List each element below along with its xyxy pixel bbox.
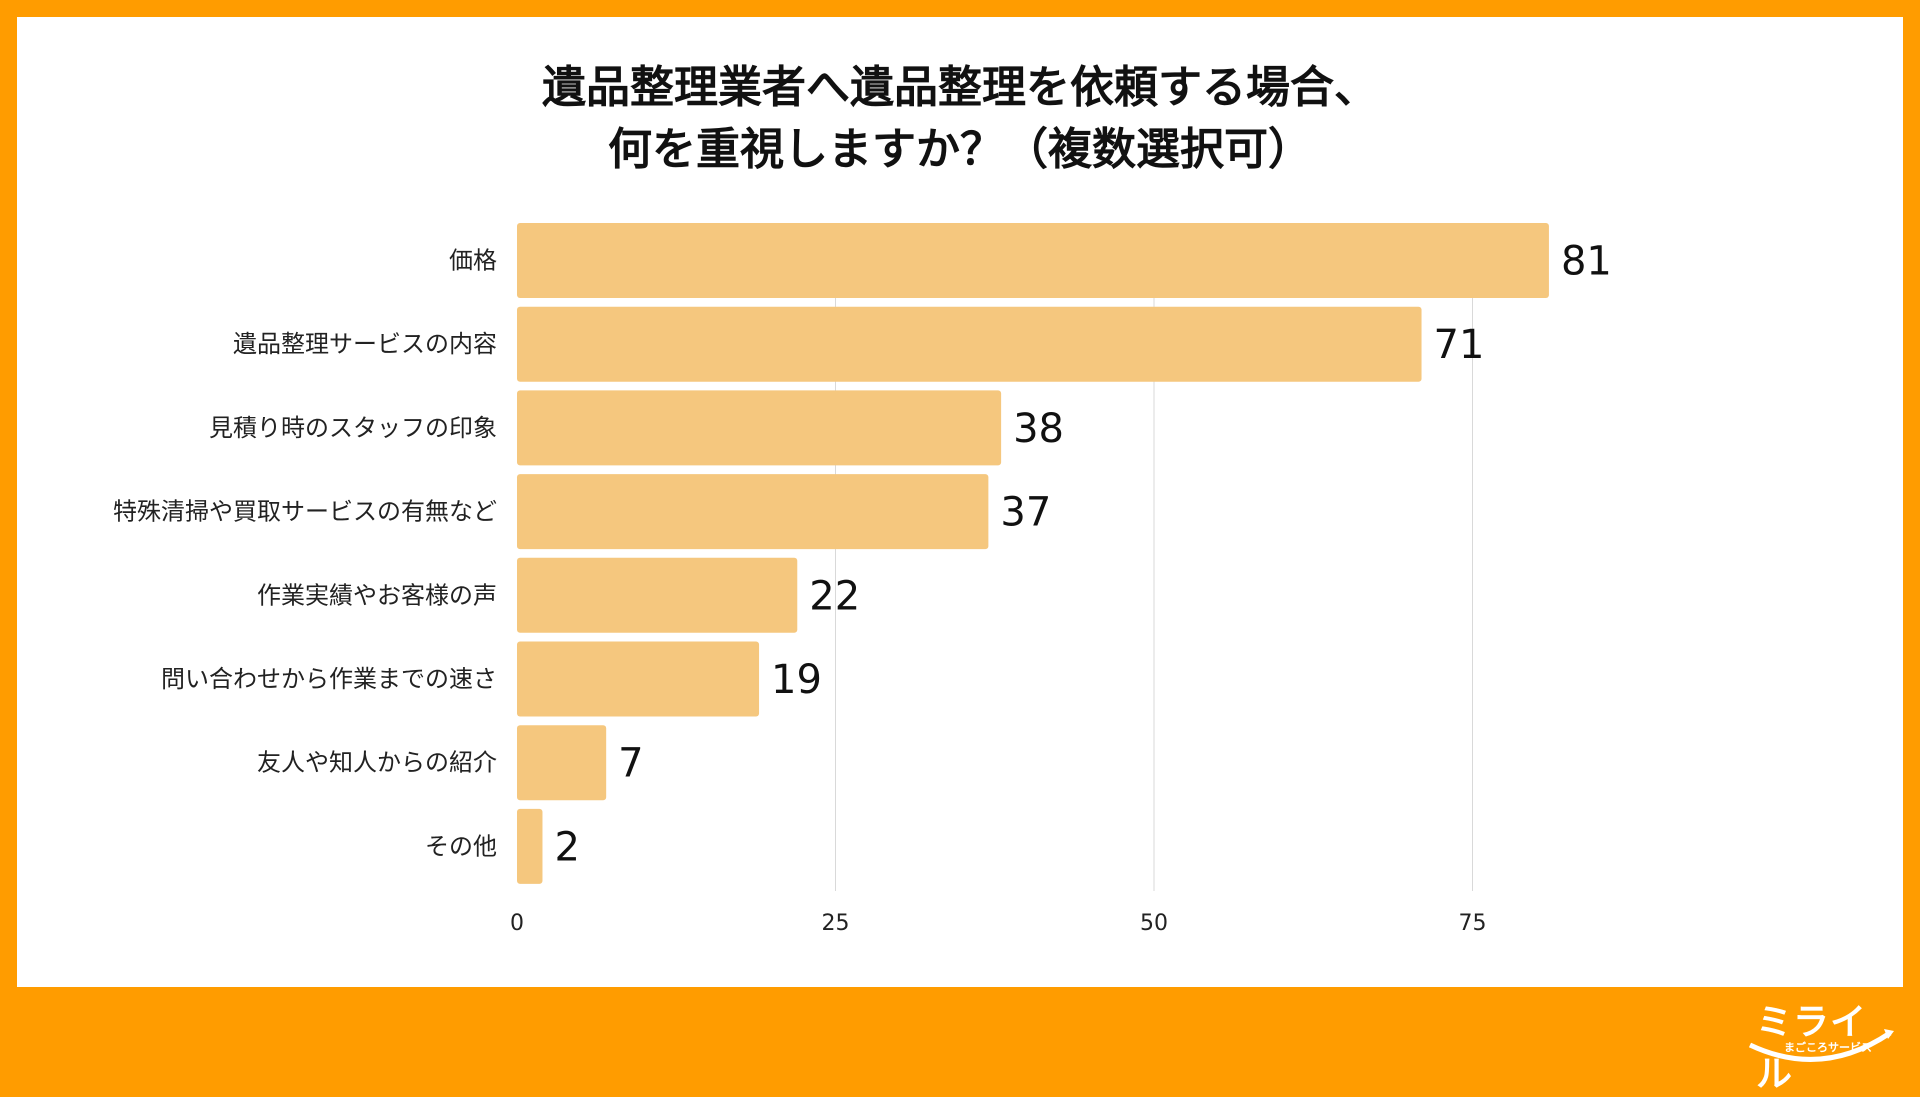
chart-title-line-2: 何を重視しますか？（複数選択可） <box>608 124 1312 175</box>
data-label: 37 <box>1000 490 1051 536</box>
bar <box>517 725 607 801</box>
bar-chart: 0 25 50 75 価格 81 遺品整理サービスの内容 71 見積り時のスタッフの印象 38 特殊… <box>113 223 1612 936</box>
data-label: 19 <box>771 657 822 703</box>
chart-title-line-1: 遺品整理業者へ遺品整理を依頼する場合、 <box>542 62 1378 113</box>
bar <box>517 223 1549 298</box>
x-tick-label: 25 <box>822 911 850 936</box>
bar <box>517 557 798 633</box>
bar <box>517 390 1002 466</box>
brand-logo: ミライル まごころサービス <box>1744 993 1900 1095</box>
bar <box>517 808 543 884</box>
category-label: 見積り時のスタッフの印象 <box>209 414 497 442</box>
data-label: 81 <box>1561 239 1612 285</box>
chart-title: 遺品整理業者へ遺品整理を依頼する場合、 何を重視しますか？（複数選択可） <box>17 57 1903 181</box>
x-tick-label: 75 <box>1459 911 1487 936</box>
logo-swoosh-icon <box>1748 1029 1894 1062</box>
data-label: 22 <box>809 573 860 619</box>
category-label: 特殊清掃や買取サービスの有無など <box>113 498 497 526</box>
logo-subtext: まごころサービス <box>1784 1041 1872 1054</box>
logo-text: ミライル <box>1756 1002 1868 1095</box>
bar <box>517 306 1422 382</box>
category-label: 価格 <box>449 247 497 275</box>
chart-panel: 遺品整理業者へ遺品整理を依頼する場合、 何を重視しますか？（複数選択可） 0 25… <box>17 17 1903 987</box>
x-tick-label: 0 <box>510 911 524 936</box>
category-label: 友人や知人からの紹介 <box>257 749 497 777</box>
category-label: 作業実績やお客様の声 <box>257 581 497 609</box>
category-label: 遺品整理サービスの内容 <box>233 330 497 358</box>
data-label: 2 <box>554 824 579 870</box>
data-label: 38 <box>1013 406 1064 452</box>
bar <box>517 641 760 717</box>
category-label: その他 <box>425 832 497 860</box>
x-tick-label: 50 <box>1140 911 1168 936</box>
data-label: 71 <box>1434 322 1485 368</box>
data-label: 7 <box>618 741 643 787</box>
bar <box>517 474 989 550</box>
category-label: 問い合わせから作業までの速さ <box>161 665 497 693</box>
